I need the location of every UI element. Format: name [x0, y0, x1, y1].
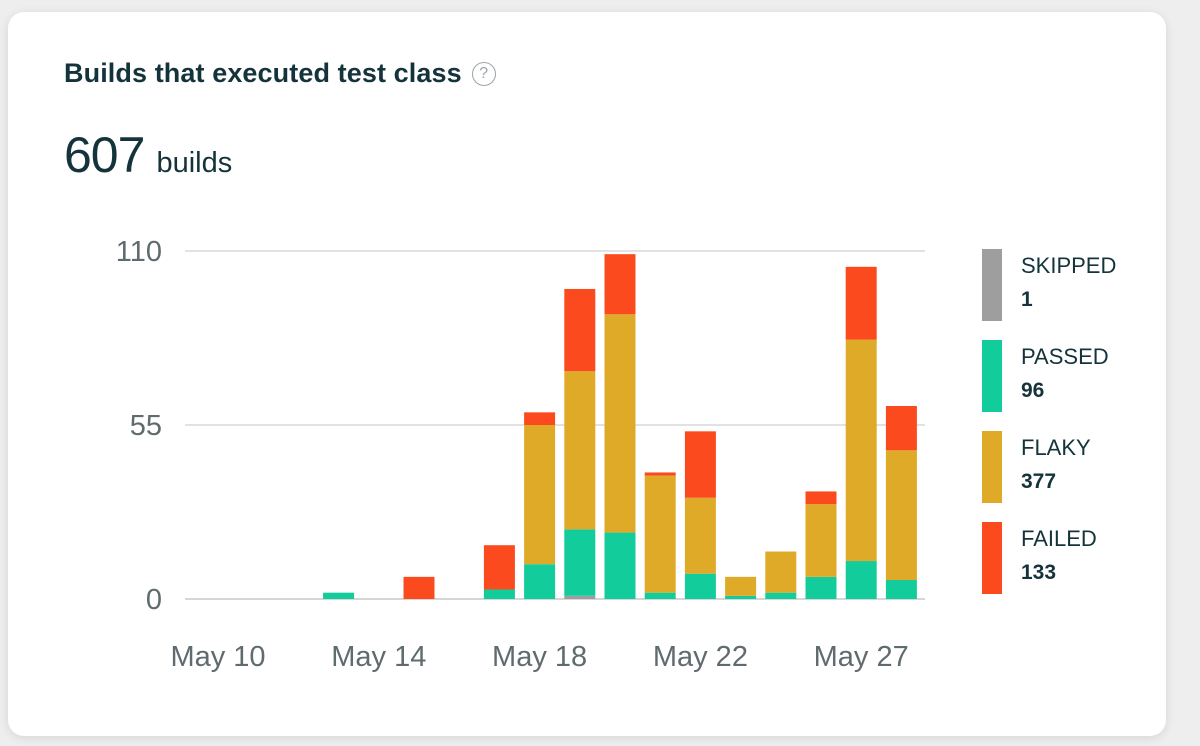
bar-segment-passed[interactable]: [885, 580, 917, 599]
x-tick-label: May 14: [331, 641, 426, 673]
bar-segment-flaky[interactable]: [885, 450, 917, 581]
bar-segment-failed[interactable]: [524, 412, 556, 425]
legend-swatch-skipped: [982, 249, 1002, 321]
legend-label-skipped: SKIPPED: [1021, 253, 1116, 278]
bar-segment-failed[interactable]: [564, 288, 596, 372]
legend-swatch-passed: [982, 340, 1002, 412]
bar-segment-passed[interactable]: [684, 573, 716, 599]
x-tick-label: May 10: [170, 641, 265, 673]
bar-segment-passed[interactable]: [524, 564, 556, 599]
bar-segment-passed[interactable]: [604, 532, 636, 599]
bar-segment-flaky[interactable]: [684, 497, 716, 574]
bar-segment-passed[interactable]: [765, 592, 797, 599]
bar-segment-failed[interactable]: [644, 472, 676, 476]
bar-segment-failed[interactable]: [805, 491, 837, 505]
card-header: Builds that executed test class ?: [64, 58, 496, 89]
bar-segment-passed[interactable]: [805, 576, 837, 599]
legend-label-flaky: FLAKY: [1021, 435, 1091, 460]
question-circle-icon[interactable]: ?: [471, 61, 496, 86]
bar-segment-flaky[interactable]: [845, 339, 877, 562]
bar-segment-flaky[interactable]: [644, 475, 676, 593]
y-tick-label: 0: [146, 584, 162, 616]
legend-count-skipped: 1: [1021, 288, 1033, 311]
y-tick-label: 55: [130, 410, 162, 442]
bar-segment-failed[interactable]: [684, 431, 716, 498]
bar-segment-failed[interactable]: [604, 254, 636, 315]
total-builds: 607 builds: [64, 126, 232, 184]
legend-count-passed: 96: [1021, 379, 1044, 402]
bar-segment-failed[interactable]: [885, 406, 917, 451]
legend-label-failed: FAILED: [1021, 526, 1097, 551]
bar-segment-flaky[interactable]: [564, 371, 596, 530]
card-title: Builds that executed test class: [64, 58, 462, 88]
y-tick-label: 110: [116, 236, 162, 268]
bar-segment-passed[interactable]: [323, 592, 355, 599]
bar-segment-flaky[interactable]: [805, 504, 837, 577]
bar-segment-passed[interactable]: [644, 592, 676, 599]
total-builds-value: 607: [64, 127, 145, 183]
total-builds-unit: builds: [156, 147, 233, 179]
x-tick-label: May 22: [653, 641, 748, 673]
bar-segment-failed[interactable]: [403, 576, 435, 599]
builds-card: Builds that executed test class ? 607 bui…: [8, 12, 1166, 736]
bar-segment-flaky[interactable]: [765, 551, 797, 593]
bar-segment-flaky[interactable]: [725, 576, 757, 596]
bar-segment-passed[interactable]: [483, 589, 515, 599]
bar-segment-failed[interactable]: [483, 545, 515, 590]
bar-segment-passed[interactable]: [845, 561, 877, 599]
bar-segment-failed[interactable]: [845, 266, 877, 340]
bar-segment-flaky[interactable]: [524, 425, 556, 565]
legend-swatch-failed: [982, 522, 1002, 594]
bar-segment-passed[interactable]: [564, 529, 596, 596]
legend-count-flaky: 377: [1021, 470, 1056, 493]
legend-label-passed: PASSED: [1021, 344, 1109, 369]
bar-segment-flaky[interactable]: [604, 314, 636, 533]
bar-segment-passed[interactable]: [725, 595, 757, 599]
legend-count-failed: 133: [1021, 561, 1056, 584]
x-tick-label: May 27: [814, 641, 909, 673]
x-tick-label: May 18: [492, 641, 587, 673]
legend-swatch-flaky: [982, 431, 1002, 503]
bar-segment-skipped[interactable]: [564, 595, 596, 599]
